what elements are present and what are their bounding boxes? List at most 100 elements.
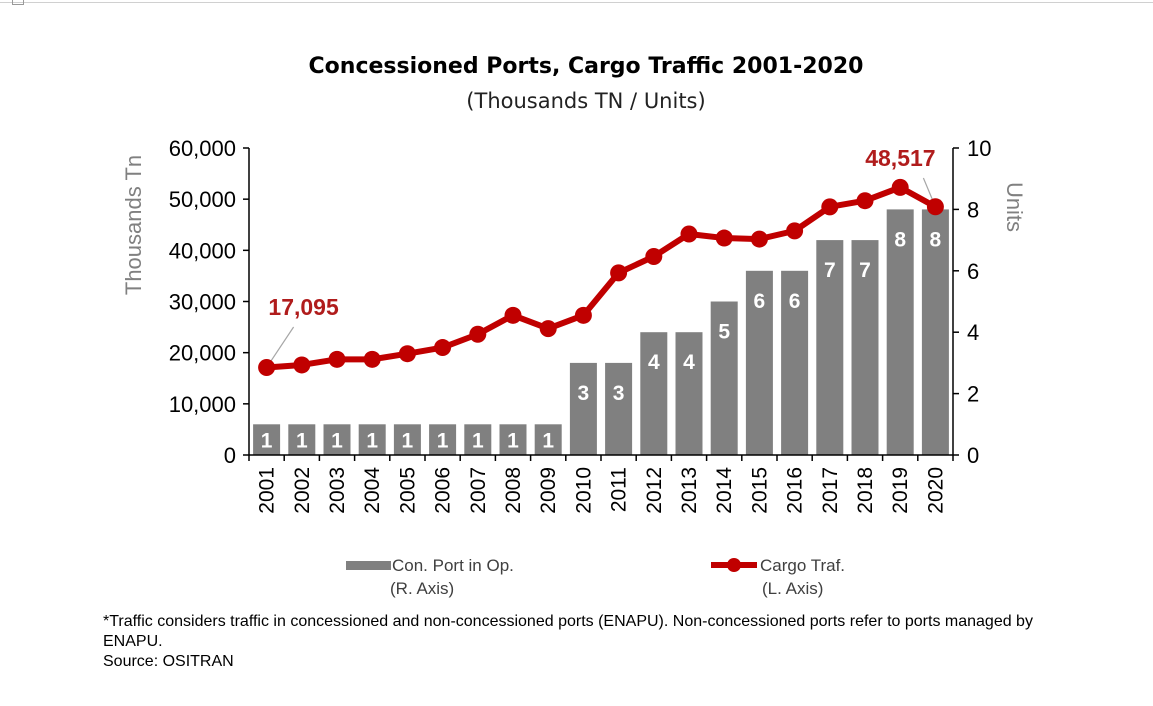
- x-tick-label-2011: 2011: [608, 467, 631, 512]
- bar-label-2004: 1: [366, 430, 378, 453]
- bar-2012: [640, 332, 668, 455]
- x-tick-label-2014: 2014: [713, 467, 736, 514]
- bar-label-2008: 1: [507, 430, 519, 453]
- annotation-label: 48,517: [865, 145, 935, 171]
- cargo-point-2019: [891, 178, 909, 196]
- bar-label-2007: 1: [472, 430, 484, 453]
- corner-marker: [12, 0, 24, 5]
- axes: [248, 148, 954, 456]
- cargo-point-2014: [715, 229, 733, 247]
- cargo-point-2004: [363, 350, 381, 368]
- x-tick-label-2013: 2013: [678, 467, 701, 514]
- legend-sublabel-bar: (R. Axis): [390, 579, 454, 598]
- x-axis-ticks: 2001 2002 2003 2004 2005 2006 2007 2008 2009 2010…: [248, 455, 954, 514]
- x-tick-label-2016: 2016: [784, 467, 807, 514]
- chart-subtitle: (Thousands TN / Units): [466, 89, 705, 113]
- cargo-point-2010: [574, 306, 592, 324]
- x-tick-label-2019: 2019: [889, 467, 912, 514]
- bar-label-2014: 5: [718, 321, 730, 344]
- bar-label-2015: 6: [754, 290, 766, 313]
- footnote-line-2: ENAPU.: [103, 633, 163, 650]
- legend-swatch-bar: [346, 561, 391, 570]
- left-axis-title: Thousands Tn: [121, 155, 146, 295]
- x-tick-label-2003: 2003: [326, 467, 349, 514]
- left-tick-label: 60,000: [169, 136, 236, 161]
- cargo-point-2015: [750, 230, 768, 248]
- right-tick-label: 4: [967, 320, 979, 345]
- x-tick-label-2020: 2020: [924, 467, 947, 514]
- x-tick-label-2009: 2009: [537, 467, 560, 514]
- left-tick-label: 30,000: [169, 290, 236, 315]
- right-tick-label: 10: [967, 136, 991, 161]
- bar-label-2011: 3: [613, 382, 625, 405]
- left-tick-label: 10,000: [169, 392, 236, 417]
- bar-2016: [781, 270, 809, 455]
- bar-label-2002: 1: [296, 430, 308, 453]
- cargo-point-2012: [645, 247, 663, 265]
- cargo-point-2006: [434, 339, 452, 357]
- x-tick-label-2012: 2012: [643, 467, 666, 514]
- bar-label-2006: 1: [437, 430, 449, 453]
- right-axis-ticks: 0 2 4 6 8 10: [953, 136, 991, 468]
- source-note: Source: OSITRAN: [103, 653, 234, 670]
- x-tick-label-2010: 2010: [572, 467, 595, 514]
- bar-2018: [851, 240, 879, 455]
- bar-label-2013: 4: [683, 351, 695, 374]
- bar-label-2001: 1: [261, 430, 273, 453]
- cargo-point-2005: [398, 345, 416, 363]
- bar-2010: [569, 362, 597, 455]
- cargo-point-2001: [258, 359, 276, 377]
- annotations: 17,095 48,517: [268, 145, 935, 320]
- bar-label-2003: 1: [331, 430, 343, 453]
- cargo-point-2009: [539, 320, 557, 338]
- cargo-point-2007: [469, 325, 487, 343]
- cargo-traffic-chart: Concessioned Ports, Cargo Traffic 2001-2…: [121, 54, 1027, 598]
- bar-label-2010: 3: [578, 382, 590, 405]
- bar-2005: [393, 424, 421, 455]
- footnote: *Traffic considers traffic in concession…: [103, 612, 1093, 672]
- x-tick-label-2004: 2004: [361, 467, 384, 514]
- bar-2013: [675, 332, 703, 455]
- cargo-point-2003: [328, 350, 346, 368]
- bar-2017: [816, 240, 844, 455]
- bar-label-2019: 8: [894, 228, 906, 251]
- bar-2009: [534, 424, 562, 455]
- left-tick-label: 0: [224, 443, 236, 468]
- bar-label-2009: 1: [542, 430, 554, 453]
- x-tick-label-2005: 2005: [396, 467, 419, 514]
- legend-swatch-marker: [727, 558, 741, 572]
- cargo-point-2016: [786, 222, 804, 240]
- bar-label-2020: 8: [930, 228, 942, 251]
- left-tick-label: 50,000: [169, 187, 236, 212]
- right-tick-label: 2: [967, 382, 979, 407]
- cargo-point-2011: [610, 264, 628, 282]
- bar-2014: [710, 301, 738, 455]
- bar-label-2005: 1: [402, 430, 414, 453]
- bar-label-2016: 6: [789, 290, 801, 313]
- line-series: [258, 178, 944, 377]
- bar-2007: [464, 424, 492, 455]
- bar-2006: [429, 424, 457, 455]
- x-tick-label-2015: 2015: [748, 467, 771, 514]
- cargo-point-2018: [856, 192, 874, 210]
- annotation-label: 17,095: [268, 294, 339, 320]
- right-axis-title: Units: [1002, 182, 1027, 232]
- right-tick-label: 0: [967, 443, 979, 468]
- cargo-point-2013: [680, 225, 698, 243]
- cargo-point-2002: [293, 356, 311, 374]
- legend-label-line: Cargo Traf.: [760, 556, 845, 575]
- x-tick-label-2008: 2008: [502, 467, 525, 514]
- x-tick-label-2017: 2017: [819, 467, 842, 514]
- cargo-point-2020: [926, 198, 944, 216]
- legend: Con. Port in Op. (R. Axis) Cargo Traf. (…: [346, 556, 845, 598]
- footnote-line-1: *Traffic considers traffic in concession…: [103, 613, 1033, 630]
- bar-2011: [605, 362, 633, 455]
- x-tick-label-2002: 2002: [291, 467, 314, 514]
- bar-2002: [288, 424, 316, 455]
- bar-label-2017: 7: [824, 259, 836, 282]
- bar-series: [253, 209, 949, 455]
- x-tick-label-2007: 2007: [467, 467, 490, 514]
- x-tick-label-2001: 2001: [256, 467, 279, 514]
- right-tick-label: 6: [967, 259, 979, 284]
